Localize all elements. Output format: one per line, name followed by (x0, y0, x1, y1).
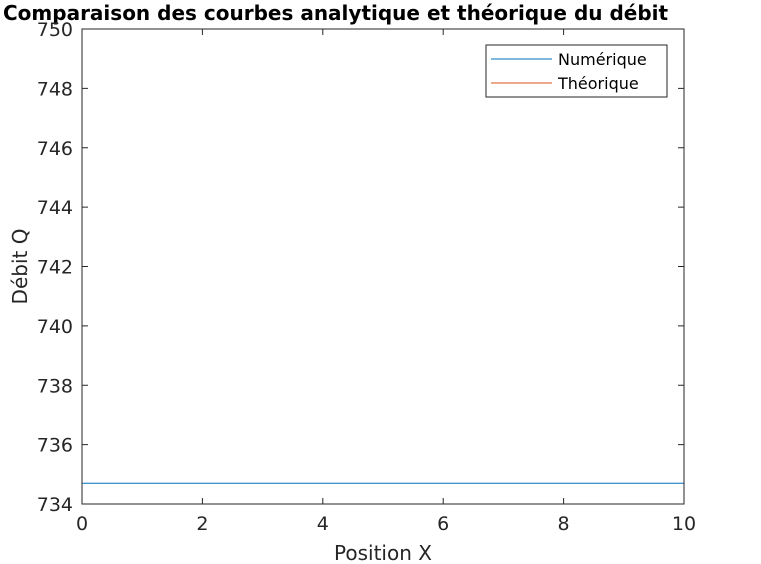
legend-label-2: Théorique (557, 74, 639, 93)
x-tick-label: 4 (317, 513, 329, 535)
legend-label-1: Numérique (558, 50, 647, 69)
ticks-layer: 0 2 4 6 8 10 734 736 738 740 742 744 746 748 750 (37, 19, 696, 535)
y-tick-label: 740 (37, 316, 73, 338)
y-tick-label: 734 (37, 494, 73, 516)
y-tick-label: 746 (37, 138, 73, 160)
x-tick-label: 6 (437, 513, 449, 535)
y-tick-label: 736 (37, 435, 73, 457)
chart-title: Comparaison des courbes analytique et th… (3, 1, 669, 25)
y-tick-label: 750 (37, 19, 73, 41)
y-tick-label: 744 (37, 197, 73, 219)
x-axis-label: Position X (334, 541, 432, 564)
x-tick-label: 0 (76, 513, 88, 535)
y-tick-label: 742 (37, 257, 73, 279)
y-tick-label: 748 (37, 78, 73, 100)
legend-box (485, 44, 668, 98)
x-tick-label: 8 (558, 513, 570, 535)
plot-area (82, 29, 684, 504)
legend: Numérique Théorique (485, 44, 668, 98)
y-axis-label: Débit Q (8, 229, 32, 305)
x-tick-label: 10 (672, 513, 696, 535)
x-tick-label: 2 (196, 513, 208, 535)
y-tick-label: 738 (37, 375, 73, 397)
